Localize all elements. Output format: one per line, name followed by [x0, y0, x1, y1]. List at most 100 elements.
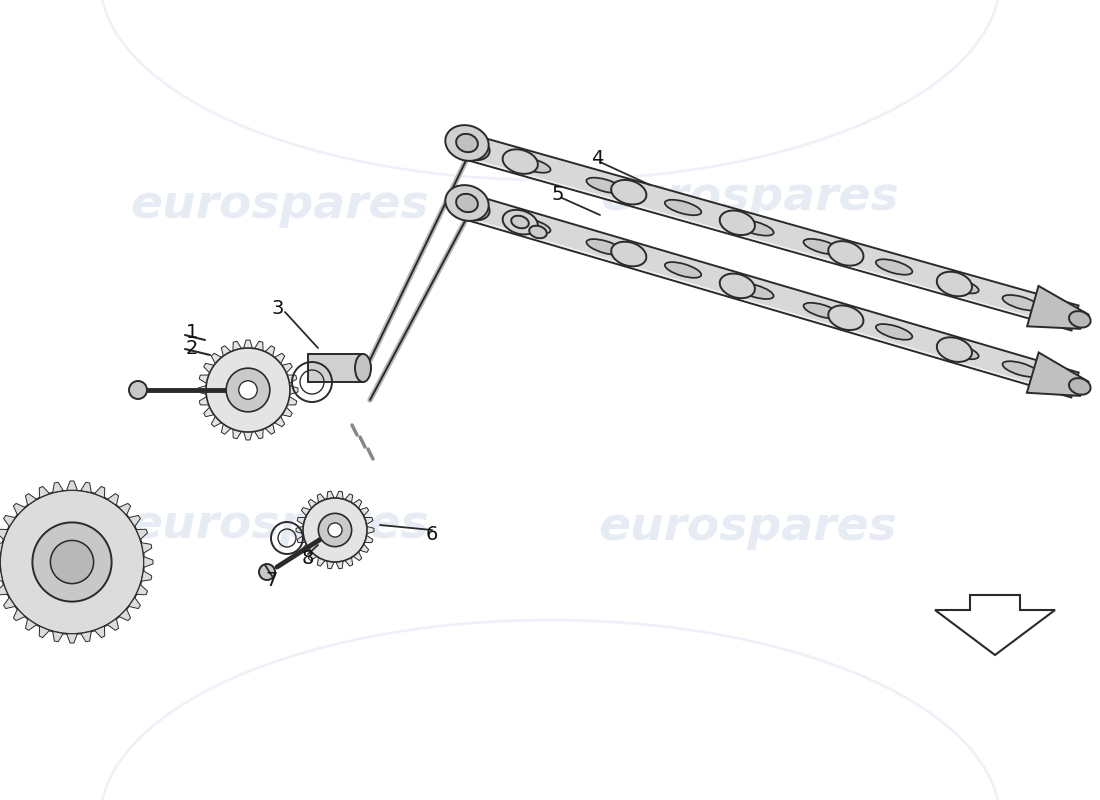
Text: 7: 7 [266, 570, 278, 590]
Polygon shape [469, 195, 1079, 398]
Polygon shape [3, 515, 15, 526]
Polygon shape [1027, 286, 1088, 329]
Polygon shape [67, 481, 77, 490]
Ellipse shape [664, 200, 702, 215]
Ellipse shape [612, 242, 647, 266]
Ellipse shape [355, 354, 371, 382]
Polygon shape [40, 626, 49, 638]
Polygon shape [296, 491, 374, 569]
Polygon shape [0, 530, 8, 539]
Text: 1: 1 [186, 322, 198, 342]
Ellipse shape [514, 218, 550, 234]
Ellipse shape [503, 210, 538, 234]
Ellipse shape [1069, 311, 1090, 328]
Text: eurospares: eurospares [131, 182, 429, 227]
Polygon shape [142, 542, 152, 554]
Polygon shape [136, 585, 147, 594]
Ellipse shape [446, 125, 488, 161]
Ellipse shape [943, 343, 979, 359]
Ellipse shape [828, 306, 864, 330]
Ellipse shape [586, 178, 623, 193]
Polygon shape [3, 598, 15, 609]
Polygon shape [136, 530, 147, 539]
Polygon shape [0, 570, 2, 582]
Text: 2: 2 [186, 338, 198, 358]
Text: eurospares: eurospares [601, 175, 900, 221]
Ellipse shape [803, 303, 840, 318]
Polygon shape [142, 570, 152, 582]
Text: 6: 6 [426, 525, 438, 543]
Polygon shape [469, 135, 1078, 330]
Polygon shape [25, 618, 36, 630]
Polygon shape [80, 631, 91, 642]
Polygon shape [129, 598, 141, 609]
Ellipse shape [719, 274, 755, 298]
Text: eurospares: eurospares [131, 502, 429, 547]
Circle shape [32, 522, 111, 602]
Polygon shape [935, 595, 1055, 655]
Ellipse shape [1040, 301, 1075, 325]
Polygon shape [198, 340, 298, 440]
Ellipse shape [456, 134, 477, 152]
Polygon shape [0, 585, 8, 594]
Ellipse shape [503, 150, 538, 174]
Ellipse shape [1002, 295, 1040, 310]
Polygon shape [144, 557, 153, 567]
Circle shape [129, 381, 147, 399]
Polygon shape [108, 494, 119, 506]
Polygon shape [13, 609, 25, 621]
Polygon shape [1027, 353, 1089, 396]
Text: 8: 8 [301, 549, 315, 567]
Polygon shape [53, 482, 64, 493]
Ellipse shape [612, 180, 647, 205]
Ellipse shape [446, 185, 488, 221]
Text: eurospares: eurospares [598, 506, 898, 550]
Circle shape [318, 514, 352, 546]
Polygon shape [0, 542, 2, 554]
Ellipse shape [719, 210, 755, 235]
Ellipse shape [737, 283, 773, 299]
Polygon shape [119, 609, 131, 621]
Ellipse shape [828, 241, 864, 266]
Polygon shape [308, 354, 363, 382]
Ellipse shape [876, 259, 912, 274]
Ellipse shape [529, 226, 547, 238]
Polygon shape [40, 486, 49, 498]
Ellipse shape [1002, 362, 1038, 377]
Ellipse shape [943, 278, 979, 294]
Ellipse shape [876, 324, 912, 340]
Ellipse shape [937, 272, 972, 296]
Text: 5: 5 [552, 185, 564, 203]
Ellipse shape [664, 262, 702, 278]
Circle shape [258, 564, 275, 580]
Circle shape [206, 348, 290, 432]
Ellipse shape [454, 136, 490, 160]
Ellipse shape [512, 216, 529, 228]
Polygon shape [108, 618, 119, 630]
Polygon shape [13, 503, 25, 515]
Text: 4: 4 [591, 149, 603, 167]
Circle shape [302, 498, 367, 562]
Ellipse shape [937, 338, 972, 362]
Ellipse shape [514, 158, 551, 173]
Ellipse shape [586, 239, 623, 254]
Circle shape [51, 541, 94, 584]
Circle shape [239, 381, 257, 399]
Ellipse shape [1069, 378, 1090, 394]
Polygon shape [95, 626, 104, 638]
Circle shape [227, 368, 270, 412]
Polygon shape [95, 486, 104, 498]
Text: 3: 3 [272, 298, 284, 318]
Polygon shape [53, 631, 64, 642]
Ellipse shape [454, 196, 490, 220]
Circle shape [328, 523, 342, 537]
Polygon shape [129, 515, 141, 526]
Polygon shape [25, 494, 36, 506]
Polygon shape [119, 503, 131, 515]
Ellipse shape [737, 220, 773, 236]
Ellipse shape [803, 239, 840, 254]
Polygon shape [67, 634, 77, 643]
Circle shape [0, 490, 144, 634]
Polygon shape [80, 482, 91, 493]
Ellipse shape [456, 194, 477, 212]
